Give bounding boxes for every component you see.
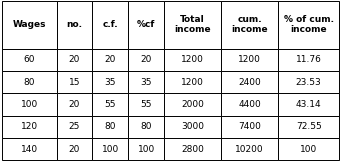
Bar bbox=[92, 116, 128, 138]
Text: 100: 100 bbox=[102, 145, 119, 154]
Text: 1200: 1200 bbox=[181, 55, 204, 64]
Text: cum.
income: cum. income bbox=[231, 15, 268, 34]
Text: 20: 20 bbox=[69, 55, 80, 64]
Bar bbox=[278, 1, 339, 49]
Bar bbox=[57, 71, 92, 93]
Text: 35: 35 bbox=[105, 78, 116, 87]
Text: 1200: 1200 bbox=[238, 55, 261, 64]
Text: 140: 140 bbox=[20, 145, 38, 154]
Text: 20: 20 bbox=[140, 55, 152, 64]
Text: 2400: 2400 bbox=[238, 78, 261, 87]
Bar bbox=[57, 1, 92, 49]
Bar bbox=[221, 49, 278, 71]
Text: 100: 100 bbox=[20, 100, 38, 109]
Text: c.f.: c.f. bbox=[103, 20, 118, 29]
Bar bbox=[278, 49, 339, 71]
Text: 100: 100 bbox=[138, 145, 155, 154]
Bar bbox=[57, 138, 92, 160]
Bar bbox=[221, 71, 278, 93]
Bar bbox=[2, 138, 57, 160]
Text: 35: 35 bbox=[140, 78, 152, 87]
Text: 10200: 10200 bbox=[235, 145, 264, 154]
Text: 20: 20 bbox=[105, 55, 116, 64]
Text: 55: 55 bbox=[105, 100, 116, 109]
Text: 43.14: 43.14 bbox=[296, 100, 322, 109]
Bar bbox=[164, 116, 221, 138]
Text: 25: 25 bbox=[69, 122, 80, 131]
Text: 23.53: 23.53 bbox=[296, 78, 322, 87]
Bar bbox=[2, 1, 57, 49]
Text: 7400: 7400 bbox=[238, 122, 261, 131]
Bar bbox=[164, 138, 221, 160]
Text: 20: 20 bbox=[69, 100, 80, 109]
Bar bbox=[92, 93, 128, 116]
Bar bbox=[128, 138, 164, 160]
Bar bbox=[128, 71, 164, 93]
Bar bbox=[57, 93, 92, 116]
Bar bbox=[92, 138, 128, 160]
Bar bbox=[2, 93, 57, 116]
Bar bbox=[278, 71, 339, 93]
Bar bbox=[128, 1, 164, 49]
Bar bbox=[164, 71, 221, 93]
Text: %cf: %cf bbox=[137, 20, 155, 29]
Bar bbox=[221, 93, 278, 116]
Text: 100: 100 bbox=[300, 145, 317, 154]
Bar bbox=[164, 49, 221, 71]
Bar bbox=[2, 71, 57, 93]
Text: 80: 80 bbox=[24, 78, 35, 87]
Bar bbox=[278, 93, 339, 116]
Text: 72.55: 72.55 bbox=[296, 122, 322, 131]
Text: 80: 80 bbox=[105, 122, 116, 131]
Text: % of cum.
income: % of cum. income bbox=[284, 15, 334, 34]
Bar bbox=[92, 71, 128, 93]
Bar bbox=[92, 49, 128, 71]
Bar bbox=[164, 1, 221, 49]
Text: 80: 80 bbox=[140, 122, 152, 131]
Bar bbox=[128, 116, 164, 138]
Bar bbox=[2, 49, 57, 71]
Bar bbox=[128, 93, 164, 116]
Bar bbox=[221, 1, 278, 49]
Bar bbox=[128, 49, 164, 71]
Bar bbox=[221, 138, 278, 160]
Text: Total
income: Total income bbox=[174, 15, 211, 34]
Text: 20: 20 bbox=[69, 145, 80, 154]
Text: 4400: 4400 bbox=[238, 100, 261, 109]
Text: 11.76: 11.76 bbox=[296, 55, 322, 64]
Text: 60: 60 bbox=[24, 55, 35, 64]
Text: 2000: 2000 bbox=[181, 100, 204, 109]
Text: 120: 120 bbox=[20, 122, 38, 131]
Text: Wages: Wages bbox=[12, 20, 46, 29]
Bar bbox=[278, 138, 339, 160]
Text: no.: no. bbox=[66, 20, 83, 29]
Text: 2800: 2800 bbox=[181, 145, 204, 154]
Bar bbox=[164, 93, 221, 116]
Bar bbox=[92, 1, 128, 49]
Bar bbox=[278, 116, 339, 138]
Bar bbox=[221, 116, 278, 138]
Bar bbox=[57, 116, 92, 138]
Bar bbox=[57, 49, 92, 71]
Text: 1200: 1200 bbox=[181, 78, 204, 87]
Text: 55: 55 bbox=[140, 100, 152, 109]
Text: 3000: 3000 bbox=[181, 122, 204, 131]
Bar bbox=[2, 116, 57, 138]
Text: 15: 15 bbox=[69, 78, 80, 87]
